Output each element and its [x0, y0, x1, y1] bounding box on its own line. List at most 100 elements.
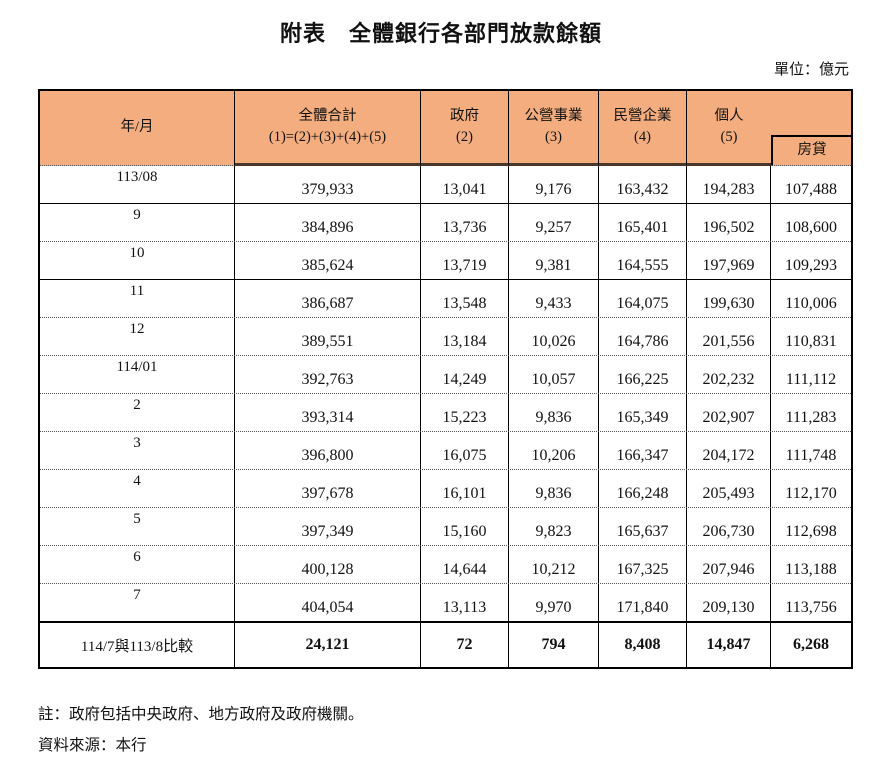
mortgage-cell: 110,006: [785, 295, 837, 312]
total-cell: 384,896: [235, 204, 421, 241]
private-enterprise-cell: 166,225: [599, 356, 687, 393]
unit-label: 單位：億元: [773, 62, 849, 78]
public-enterprise-cell: 9,836: [509, 394, 599, 431]
header-private-line2: (4): [634, 129, 651, 145]
comparison-mortgage: 6,268: [793, 636, 829, 653]
header-total: 全體合計 (1)=(2)+(3)+(4)+(5): [235, 91, 421, 166]
mortgage-cell: 113,188: [785, 561, 837, 578]
government-cell: 13,736: [421, 204, 509, 241]
total-cell: 397,349: [235, 508, 421, 545]
private-enterprise-cell: 164,786: [599, 318, 687, 355]
header-public-line2: (3): [545, 129, 562, 145]
mortgage-cell: 111,283: [785, 409, 837, 426]
comparison-row: 114/7與113/8比較 24,121 72 794 8,408 14,847…: [40, 623, 851, 667]
header-total-line1: 全體合計: [298, 107, 357, 124]
public-enterprise-cell: 10,026: [509, 318, 599, 355]
total-cell: 385,624: [235, 242, 421, 279]
government-cell: 13,719: [421, 242, 509, 279]
mortgage-cell: 108,600: [785, 219, 837, 236]
individual-cell: 202,232: [687, 356, 771, 393]
comparison-individual: 14,847: [687, 623, 771, 667]
individual-cell: 199,630: [687, 280, 771, 317]
table-body: 113/08 379,933 13,041 9,176 163,432 194,…: [40, 166, 851, 623]
mortgage-cell: 110,831: [785, 333, 837, 350]
government-cell: 16,101: [421, 470, 509, 507]
public-enterprise-cell: 9,970: [509, 584, 599, 621]
total-cell: 389,551: [235, 318, 421, 355]
table-row: 12 389,551 13,184 10,026 164,786 201,556…: [40, 318, 851, 356]
comparison-private-enterprise: 8,408: [599, 623, 687, 667]
government-cell: 13,548: [421, 280, 509, 317]
public-enterprise-cell: 9,257: [509, 204, 599, 241]
header-private-line1: 民營企業: [613, 107, 672, 124]
mortgage-cell: 107,488: [785, 181, 837, 198]
period-cell: 10: [40, 242, 235, 279]
total-cell: 379,933: [235, 166, 421, 203]
public-enterprise-cell: 10,212: [509, 546, 599, 583]
header-individual-line2: (5): [720, 129, 738, 145]
government-cell: 14,644: [421, 546, 509, 583]
footnotes: 註：政府包括中央政府、地方政府及政府機關。 資料來源：本行: [38, 699, 882, 761]
private-enterprise-cell: 167,325: [599, 546, 687, 583]
header-individual: 個人 (5): [687, 91, 771, 166]
period-cell: 5: [40, 508, 235, 545]
footnote-data-source: 資料來源：本行: [38, 737, 147, 754]
table-row: 3 396,800 16,075 10,206 166,347 204,172 …: [40, 432, 851, 470]
total-cell: 397,678: [235, 470, 421, 507]
individual-cell: 194,283: [687, 166, 771, 203]
public-enterprise-cell: 9,823: [509, 508, 599, 545]
private-enterprise-cell: 165,349: [599, 394, 687, 431]
private-enterprise-cell: 163,432: [599, 166, 687, 203]
public-enterprise-cell: 9,176: [509, 166, 599, 203]
table-row: 6 400,128 14,644 10,212 167,325 207,946 …: [40, 546, 851, 584]
period-cell: 114/01: [40, 356, 235, 393]
period-cell: 6: [40, 546, 235, 583]
mortgage-cell: 112,170: [785, 485, 837, 502]
public-enterprise-cell: 10,206: [509, 432, 599, 469]
mortgage-cell: 112,698: [785, 523, 837, 540]
mortgage-cell: 111,112: [785, 371, 837, 388]
individual-cell: 206,730: [687, 508, 771, 545]
period-cell: 9: [40, 204, 235, 241]
table-row: 5 397,349 15,160 9,823 165,637 206,730 1…: [40, 508, 851, 546]
page-title: 附表 全體銀行各部門放款餘額: [279, 21, 602, 46]
private-enterprise-cell: 164,555: [599, 242, 687, 279]
period-cell: 4: [40, 470, 235, 507]
table-row: 9 384,896 13,736 9,257 165,401 196,502 1…: [40, 204, 851, 242]
individual-cell: 197,969: [687, 242, 771, 279]
total-cell: 396,800: [235, 432, 421, 469]
header-individual-line1: 個人: [714, 107, 744, 124]
period-cell: 3: [40, 432, 235, 469]
header-public-enterprise: 公營事業 (3): [509, 91, 599, 166]
private-enterprise-cell: 171,840: [599, 584, 687, 621]
public-enterprise-cell: 10,057: [509, 356, 599, 393]
period-cell: 11: [40, 280, 235, 317]
private-enterprise-cell: 166,248: [599, 470, 687, 507]
mortgage-cell: 109,293: [785, 257, 837, 274]
comparison-government: 72: [421, 623, 509, 667]
header-mortgage-cell: 房貸: [771, 91, 851, 166]
table-row: 11 386,687 13,548 9,433 164,075 199,630 …: [40, 280, 851, 318]
mortgage-cell: 111,748: [785, 447, 837, 464]
period-cell: 2: [40, 394, 235, 431]
header-total-line2: (1)=(2)+(3)+(4)+(5): [268, 129, 387, 145]
footnote-government-definition: 註：政府包括中央政府、地方政府及政府機關。: [38, 706, 364, 723]
private-enterprise-cell: 166,347: [599, 432, 687, 469]
individual-cell: 201,556: [687, 318, 771, 355]
government-cell: 13,113: [421, 584, 509, 621]
private-enterprise-cell: 165,637: [599, 508, 687, 545]
government-cell: 16,075: [421, 432, 509, 469]
period-cell: 7: [40, 584, 235, 621]
comparison-total: 24,121: [235, 623, 421, 667]
header-year-month-label: 年/月: [120, 119, 154, 136]
public-enterprise-cell: 9,836: [509, 470, 599, 507]
table-row: 2 393,314 15,223 9,836 165,349 202,907 1…: [40, 394, 851, 432]
public-enterprise-cell: 9,381: [509, 242, 599, 279]
header-government-line1: 政府: [450, 107, 479, 124]
period-cell: 12: [40, 318, 235, 355]
public-enterprise-cell: 9,433: [509, 280, 599, 317]
government-cell: 15,223: [421, 394, 509, 431]
individual-cell: 196,502: [687, 204, 771, 241]
individual-cell: 202,907: [687, 394, 771, 431]
individual-cell: 207,946: [687, 546, 771, 583]
